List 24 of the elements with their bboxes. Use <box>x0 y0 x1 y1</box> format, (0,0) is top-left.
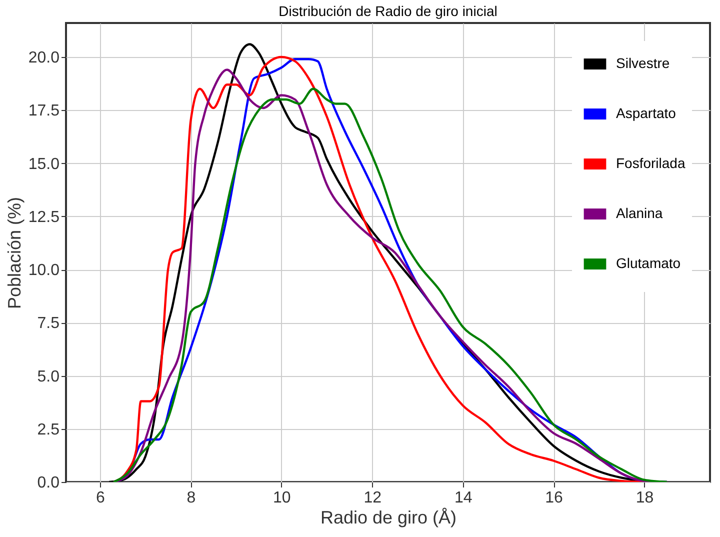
x-tick-label: 6 <box>96 490 106 506</box>
y-tick-label: 5.0 <box>37 368 60 386</box>
legend-label: Aspartato <box>616 105 676 121</box>
y-tick-label: 10.0 <box>28 262 60 279</box>
y-tick-label: 17.5 <box>28 102 60 120</box>
x-tick-label: 10 <box>273 490 291 506</box>
y-tick-label: 15.0 <box>28 156 60 173</box>
x-tick-label: 8 <box>186 490 196 506</box>
y-tick-label: 0.0 <box>37 474 60 492</box>
y-tick-label: 7.5 <box>37 315 60 332</box>
x-axis-title: Radio de giro (Å) <box>320 508 457 528</box>
y-tick-label: 2.5 <box>37 421 60 438</box>
x-tick-label: 16 <box>545 490 564 506</box>
legend-label: Silvestre <box>616 55 670 71</box>
y-tick-label: 12.5 <box>28 208 60 226</box>
legend-label: Glutamato <box>616 255 681 271</box>
y-axis-title: Población (%) <box>4 196 24 310</box>
x-tick-label: 12 <box>364 490 382 506</box>
legend-label: Alanina <box>616 205 663 221</box>
y-tick-label: 20.0 <box>28 50 60 66</box>
legend-label: Fosforilada <box>616 155 686 171</box>
x-tick-label: 14 <box>454 490 472 506</box>
x-tick-label: 18 <box>636 490 654 506</box>
chart-title: Distribución de Radio de giro inicial <box>278 3 498 19</box>
